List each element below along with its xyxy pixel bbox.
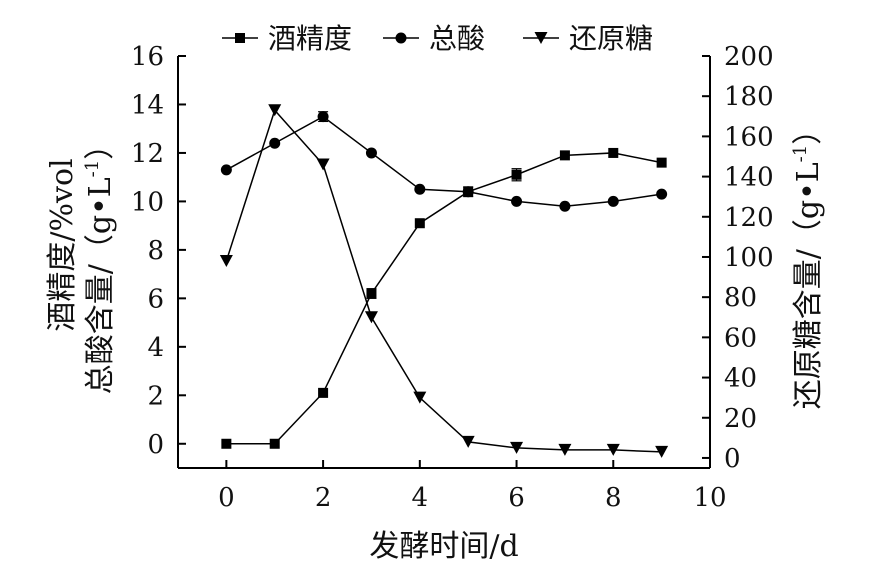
right-y-tick-label: 160 bbox=[724, 122, 774, 152]
right-y-axis-title-main: 还原糖含量/（g•L bbox=[791, 162, 826, 409]
right-y-tick-label: 0 bbox=[724, 444, 741, 474]
data-point-square bbox=[656, 157, 667, 168]
right-y-tick-label: 40 bbox=[724, 364, 757, 394]
right-y-tick-label: 140 bbox=[724, 163, 774, 193]
legend: 酒精度 总酸 还原糖 bbox=[222, 22, 653, 55]
data-point-triangle bbox=[655, 445, 669, 458]
data-point-triangle bbox=[219, 254, 233, 267]
data-point-square bbox=[269, 438, 280, 449]
data-point-square bbox=[414, 218, 425, 229]
data-point-circle bbox=[365, 147, 377, 159]
x-tick-label: 0 bbox=[218, 483, 235, 513]
data-point-triangle bbox=[268, 104, 282, 117]
left-y-tick-label: 2 bbox=[147, 381, 164, 411]
data-point-triangle bbox=[534, 32, 548, 44]
x-axis-title: 发酵时间/d bbox=[369, 529, 518, 564]
series-2 bbox=[220, 111, 668, 212]
data-point-circle bbox=[607, 195, 619, 207]
data-point-triangle bbox=[510, 441, 524, 454]
data-point-triangle bbox=[413, 391, 427, 404]
series-3 bbox=[219, 104, 669, 458]
right-y-tick-label: 20 bbox=[724, 404, 757, 434]
series-layer bbox=[219, 104, 669, 458]
right-y-tick-label: 120 bbox=[724, 203, 774, 233]
data-point-triangle bbox=[316, 158, 330, 171]
right-y-axis-title: 还原糖含量/（g•L-1） bbox=[790, 115, 826, 409]
data-point-square bbox=[221, 438, 232, 449]
legend-item-1: 酒精度 bbox=[222, 22, 352, 55]
left-y-tick-label: 6 bbox=[147, 284, 164, 314]
right-y-tick-label: 60 bbox=[724, 323, 757, 353]
right-y-tick-label: 200 bbox=[724, 42, 774, 72]
data-point-circle bbox=[656, 188, 668, 200]
data-point-square bbox=[559, 150, 570, 161]
left-y-tick-label: 4 bbox=[147, 333, 164, 363]
data-point-triangle bbox=[558, 443, 572, 456]
x-tick-label: 4 bbox=[412, 483, 429, 513]
x-tick-label: 8 bbox=[605, 483, 622, 513]
data-point-circle bbox=[220, 164, 232, 176]
data-point-circle bbox=[414, 183, 426, 195]
data-point-circle bbox=[511, 195, 523, 207]
left-y-axis-title-sup: -1 bbox=[82, 160, 103, 178]
left-y-axis-title-line1: 酒精度/%vol bbox=[45, 158, 80, 331]
left-y-axis-title-end: ） bbox=[83, 130, 118, 160]
legend-item-3: 还原糖 bbox=[523, 22, 653, 55]
ticks: 0 2 4 6 8 10024681012141602040608010012014016… bbox=[131, 42, 774, 513]
legend-label: 还原糖 bbox=[569, 22, 653, 55]
series-line bbox=[226, 152, 662, 445]
left-y-axis-title-line2: 总酸含量/（g•L-1） bbox=[82, 130, 118, 394]
data-point-square bbox=[608, 147, 619, 158]
right-y-tick-label: 100 bbox=[724, 243, 774, 273]
left-y-tick-label: 16 bbox=[131, 42, 164, 72]
right-y-axis-title-end: ） bbox=[791, 115, 826, 145]
left-y-tick-label: 12 bbox=[131, 139, 164, 169]
data-point-circle bbox=[395, 32, 407, 44]
legend-item-2: 总酸 bbox=[383, 22, 485, 55]
left-y-axis-title-main: 总酸含量/（g•L bbox=[83, 177, 118, 394]
x-tick-label: 10 bbox=[693, 483, 726, 513]
left-y-tick-label: 0 bbox=[147, 430, 164, 460]
data-point-triangle bbox=[461, 435, 475, 448]
data-point-triangle bbox=[364, 311, 378, 324]
data-point-circle bbox=[269, 137, 281, 149]
data-point-triangle bbox=[606, 443, 620, 456]
legend-label: 酒精度 bbox=[268, 22, 352, 55]
series-line bbox=[226, 115, 662, 208]
data-point-circle bbox=[462, 186, 474, 198]
data-point-square bbox=[318, 387, 329, 398]
data-point-square bbox=[235, 33, 245, 43]
data-point-circle bbox=[559, 200, 571, 212]
right-y-tick-label: 80 bbox=[724, 283, 757, 313]
axes bbox=[177, 56, 711, 469]
left-y-tick-label: 8 bbox=[147, 236, 164, 266]
x-tick-label: 6 bbox=[508, 483, 525, 513]
left-y-tick-label: 14 bbox=[131, 90, 164, 120]
left-y-tick-label: 10 bbox=[131, 187, 164, 217]
x-tick-label: 2 bbox=[315, 483, 332, 513]
right-y-axis-title-sup: -1 bbox=[790, 145, 811, 163]
series-1 bbox=[221, 147, 667, 449]
data-point-circle bbox=[317, 111, 329, 123]
right-y-tick-label: 180 bbox=[724, 82, 774, 112]
data-point-square bbox=[511, 169, 522, 180]
data-point-square bbox=[366, 288, 377, 299]
legend-label: 总酸 bbox=[429, 22, 485, 55]
series-line bbox=[225, 108, 662, 453]
